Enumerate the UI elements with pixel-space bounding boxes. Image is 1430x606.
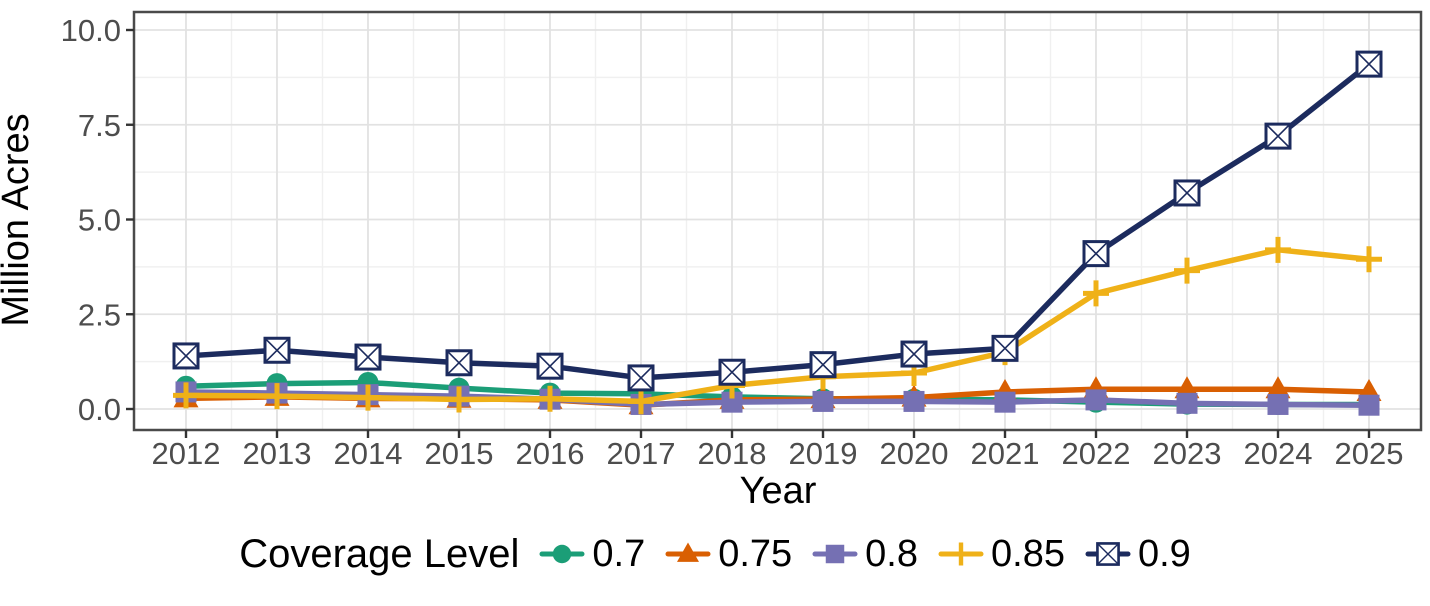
triangle-marker-icon	[1265, 376, 1291, 399]
plus-marker-icon	[949, 542, 973, 566]
legend-label: 0.9	[1137, 533, 1191, 575]
legend-key-square-x-icon	[1085, 542, 1131, 566]
legend-item-0.7: 0.7	[539, 533, 645, 575]
plus-marker-icon	[173, 382, 199, 409]
series-line-0.9	[183, 61, 1372, 381]
x-tick-label-2014: 2014	[334, 436, 403, 471]
legend-item-0.75: 0.75	[665, 533, 792, 575]
square-x-marker-icon	[1096, 542, 1120, 566]
square-x-marker-icon	[991, 334, 1019, 362]
plus-marker-icon	[355, 384, 381, 411]
x-tick-label-2023: 2023	[1153, 436, 1222, 471]
plus-marker-icon	[264, 383, 290, 410]
x-axis-title: Year	[740, 470, 817, 512]
legend-label: 0.7	[592, 533, 646, 575]
square-marker-icon	[1358, 394, 1380, 416]
series-0.85	[173, 236, 1382, 415]
series-line-0.85	[183, 247, 1372, 405]
square-x-marker-icon	[809, 351, 837, 379]
legend: Coverage Level 0.7 0.75 0.8 0.85 0.9	[0, 528, 1430, 580]
square-x-marker-icon	[445, 349, 473, 377]
square-marker-icon	[903, 390, 925, 412]
y-axis-title: Million Acres	[0, 113, 37, 326]
square-x-marker-icon	[536, 352, 564, 380]
x-tick-label-2013: 2013	[243, 436, 312, 471]
y-tick-label-5.0: 5.0	[78, 203, 121, 238]
plus-marker-icon	[628, 388, 654, 415]
x-tick-label-2021: 2021	[971, 436, 1040, 471]
x-tick-label-2024: 2024	[1244, 436, 1313, 471]
y-tick-label-2.5: 2.5	[78, 297, 121, 332]
line-chart-canvas: 2012 2013 2014 2015 2016 2017 2018 2019 2020 2021…	[0, 10, 1423, 512]
square-marker-icon	[825, 544, 845, 564]
square-x-marker-icon	[900, 340, 928, 368]
y-tick-label-0.0: 0.0	[78, 392, 121, 427]
x-tick-label-2022: 2022	[1062, 436, 1131, 471]
x-tick-label-2019: 2019	[789, 436, 858, 471]
legend-label: 0.85	[991, 533, 1065, 575]
square-x-marker-icon	[1082, 240, 1110, 268]
plus-marker-icon	[1083, 280, 1109, 307]
legend-item-0.9: 0.9	[1085, 533, 1191, 575]
legend-item-0.8: 0.8	[812, 533, 918, 575]
square-x-marker-icon	[1173, 179, 1201, 207]
square-marker-icon	[812, 390, 834, 412]
square-marker-icon	[1176, 392, 1198, 414]
panel-border	[132, 10, 1423, 432]
plus-marker-icon	[446, 386, 472, 413]
grid-layer	[134, 12, 1421, 430]
series-line-0.8	[183, 389, 1372, 408]
legend-item-0.85: 0.85	[938, 533, 1065, 575]
square-x-marker-icon	[1264, 122, 1292, 150]
plus-marker-icon	[537, 385, 563, 412]
series-0.8	[175, 381, 1380, 416]
y-tick-label-10.0: 10.0	[61, 13, 121, 48]
triangle-marker-icon	[1174, 376, 1200, 399]
circle-marker-icon	[553, 544, 572, 564]
square-x-marker-icon	[263, 336, 291, 364]
triangle-marker-icon	[677, 542, 700, 562]
plus-marker-icon	[1356, 246, 1382, 273]
square-x-marker-icon	[627, 364, 655, 392]
y-tick-label-7.5: 7.5	[78, 108, 121, 143]
legend-key-triangle-icon	[665, 542, 711, 562]
square-x-marker-icon	[172, 342, 200, 370]
legend-label: 0.75	[718, 533, 793, 575]
x-tick-label-2012: 2012	[152, 436, 221, 471]
square-marker-icon	[994, 391, 1016, 413]
square-marker-icon	[721, 391, 743, 413]
square-x-marker-icon	[354, 343, 382, 371]
legend-key-circle-icon	[539, 544, 585, 564]
x-tick-label-2016: 2016	[516, 436, 585, 471]
square-x-marker-icon	[718, 358, 746, 386]
x-tick-label-2018: 2018	[698, 436, 767, 471]
series-layer	[172, 50, 1383, 416]
legend-key-plus-icon	[938, 542, 984, 566]
series-0.9	[172, 50, 1383, 392]
x-tick-label-2025: 2025	[1335, 436, 1404, 471]
plus-marker-icon	[1174, 257, 1200, 284]
legend-title: Coverage Level	[239, 532, 520, 576]
tick-layer: 2012 2013 2014 2015 2016 2017 2018 2019 2020 2021…	[61, 13, 1404, 471]
x-tick-label-2017: 2017	[607, 436, 676, 471]
legend-label: 0.8	[865, 533, 918, 575]
legend-key-square-icon	[812, 544, 858, 564]
plus-marker-icon	[1265, 236, 1291, 263]
square-marker-icon	[1085, 389, 1107, 411]
square-marker-icon	[1267, 393, 1289, 415]
square-x-marker-icon	[1355, 50, 1383, 78]
x-tick-label-2015: 2015	[425, 436, 494, 471]
x-tick-label-2020: 2020	[880, 436, 949, 471]
